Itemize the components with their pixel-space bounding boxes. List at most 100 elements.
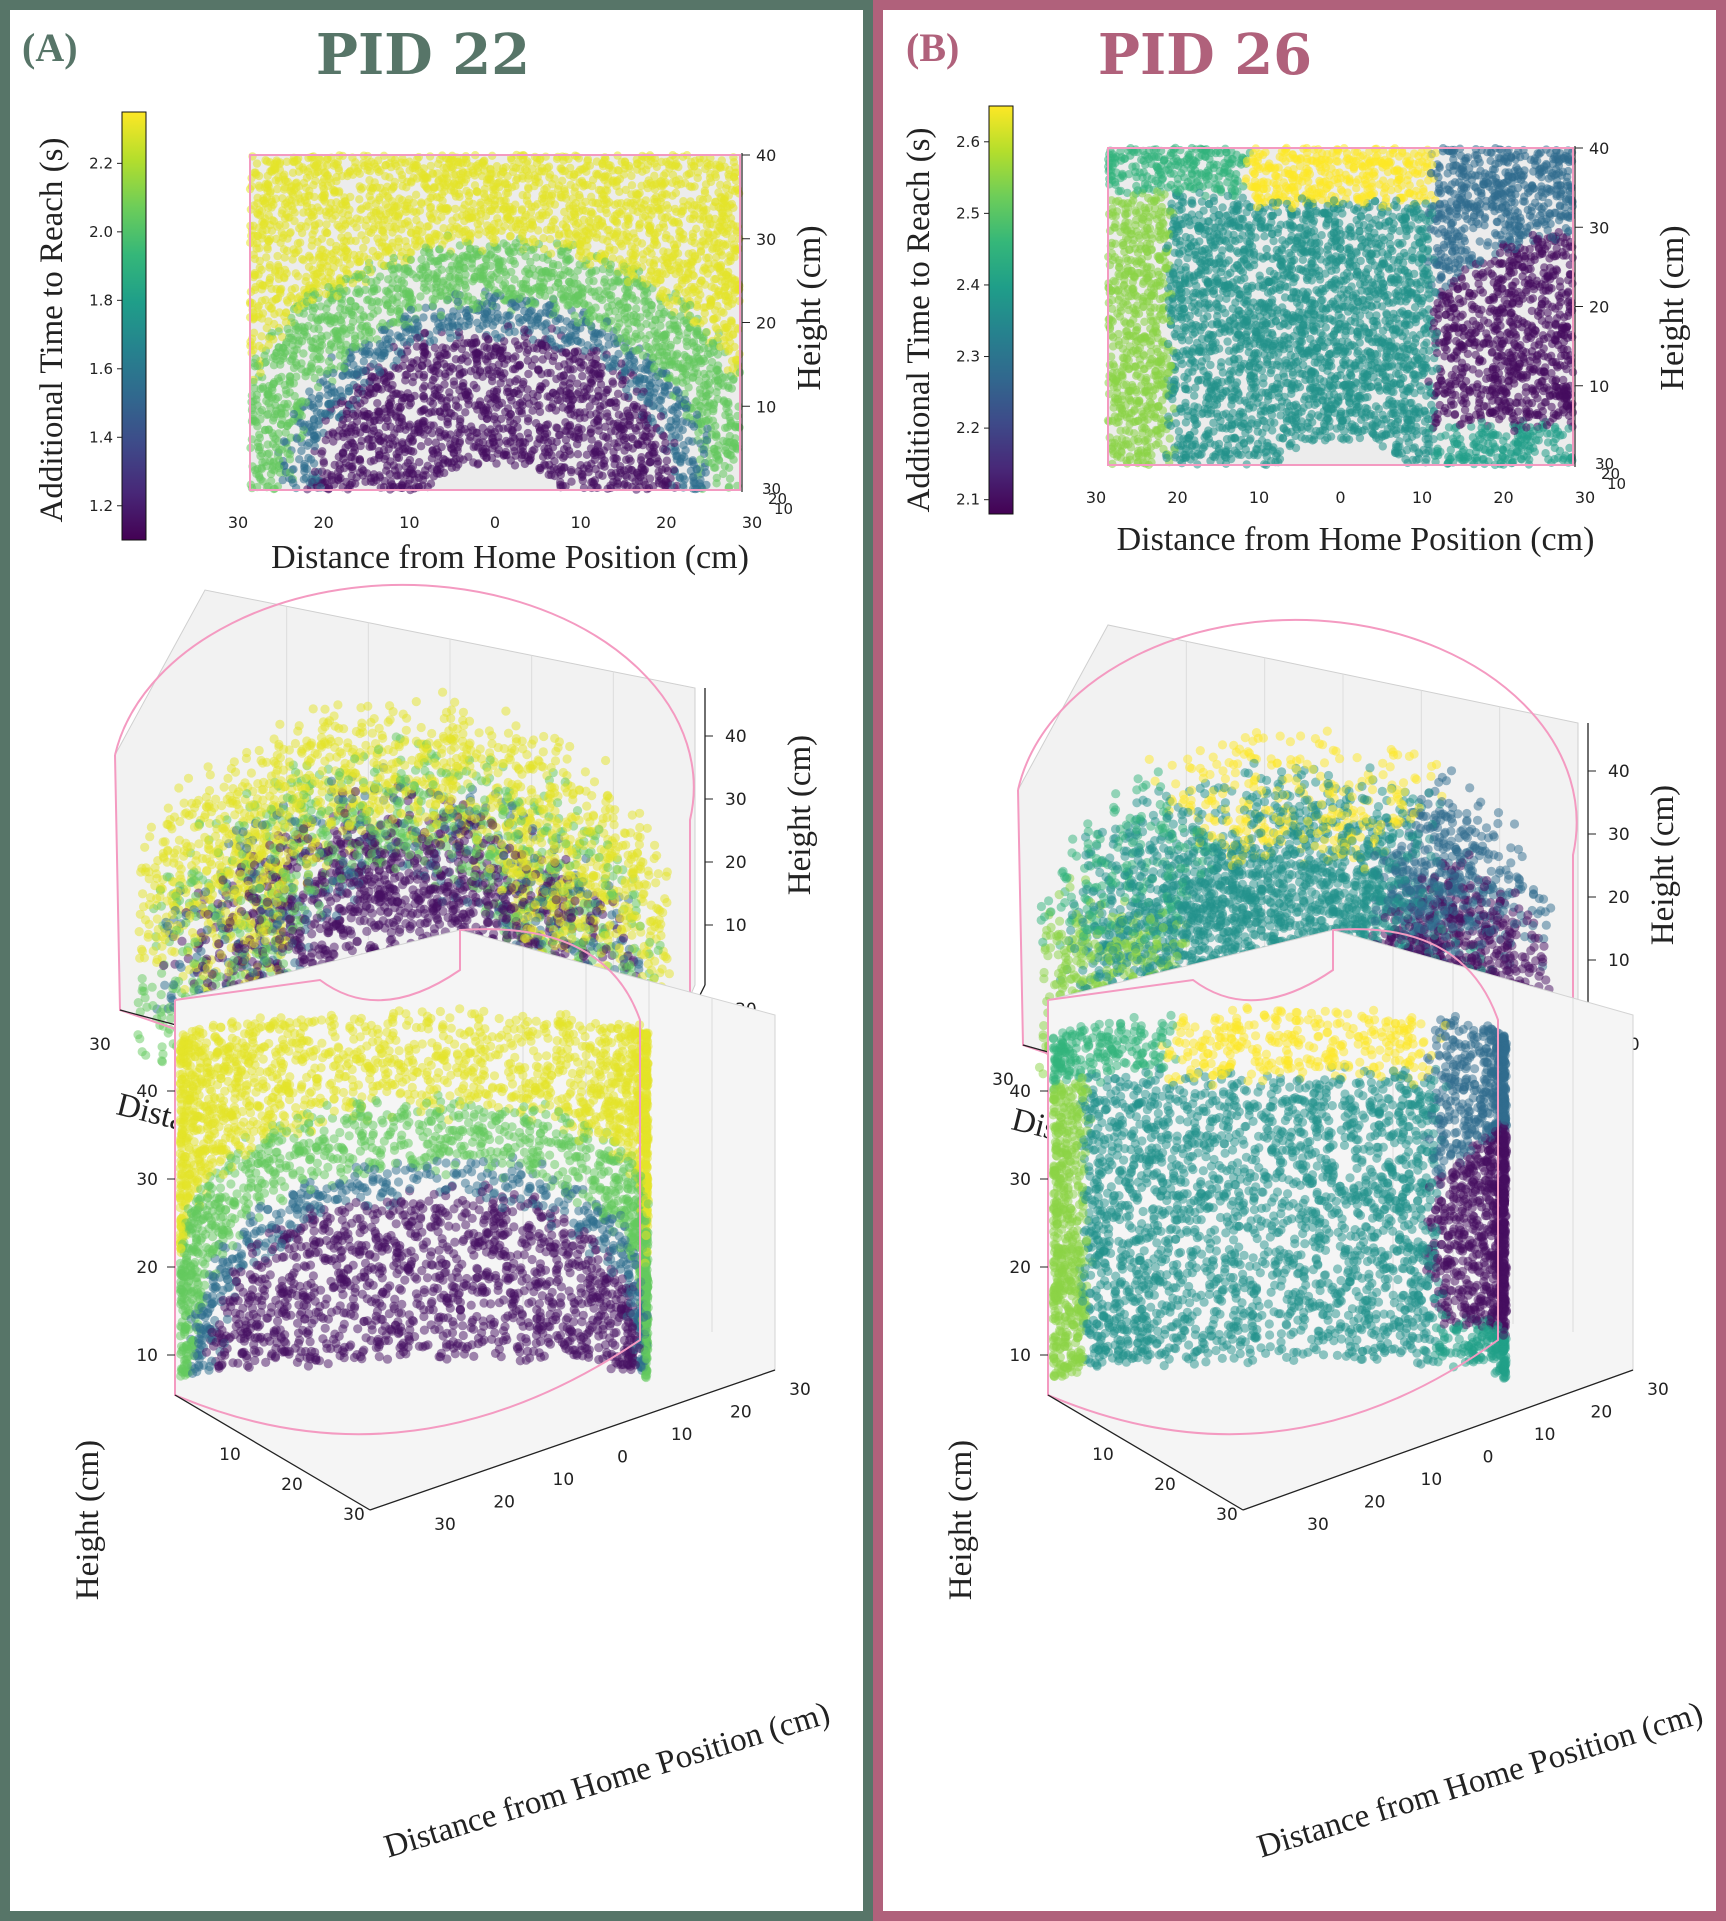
scatter-point: [512, 176, 520, 184]
scatter-point: [390, 201, 398, 209]
scatter-point: [422, 182, 430, 190]
scatter-point: [626, 457, 634, 465]
scatter-point: [368, 373, 376, 381]
scatter-point: [587, 193, 595, 201]
scatter-point: [359, 390, 367, 398]
scatter-point: [574, 232, 582, 240]
scatter-point: [450, 381, 458, 389]
scatter-point: [474, 220, 482, 228]
scatter-point: [511, 352, 519, 360]
scatter-point: [255, 302, 263, 310]
scatter-point: [539, 254, 547, 262]
scatter-point: [413, 334, 421, 342]
scatter-point: [437, 311, 445, 319]
scatter-point: [729, 204, 737, 212]
scatter-point: [382, 200, 390, 208]
scatter-point: [506, 215, 514, 223]
scatter-point: [657, 475, 665, 483]
scatter-point: [370, 427, 378, 435]
scatter-point: [461, 388, 469, 396]
scatter-point: [426, 211, 434, 219]
scatter-point: [538, 322, 546, 330]
scatter-point: [706, 161, 714, 169]
scatter-point: [344, 232, 352, 240]
scatter-point: [376, 272, 384, 280]
scatter-point: [300, 462, 308, 470]
scatter-point: [564, 155, 572, 163]
scatter-point: [549, 400, 557, 408]
scatter-point: [487, 281, 495, 289]
scatter-point: [620, 393, 628, 401]
scatter-point: [670, 439, 678, 447]
scatter-point: [491, 196, 499, 204]
scatter-point: [351, 339, 359, 347]
scatter-point: [633, 319, 641, 327]
scatter-point: [337, 288, 345, 296]
scatter-point: [375, 408, 383, 416]
scatter-point: [408, 295, 416, 303]
scatter-point: [364, 152, 372, 160]
scatter-point: [499, 264, 507, 272]
scatter-point: [542, 342, 550, 350]
scatter-point: [689, 215, 697, 223]
scatter-point: [482, 262, 490, 270]
scatter-point: [626, 421, 634, 429]
scatter-point: [369, 360, 377, 368]
scatter-point: [288, 475, 296, 483]
scatter-point: [436, 245, 444, 253]
scatter-point: [272, 176, 280, 184]
scatter-point: [473, 304, 481, 312]
scatter-point: [355, 195, 363, 203]
scatter-point: [321, 409, 329, 417]
scatter-point: [355, 289, 363, 297]
scatter-point: [253, 199, 261, 207]
scatter-point: [609, 379, 617, 387]
scatter-point: [662, 464, 670, 472]
scatter-point: [307, 337, 315, 345]
scatter-point: [373, 399, 381, 407]
scatter-point: [546, 369, 554, 377]
scatter-point: [634, 346, 642, 354]
scatter-point: [601, 257, 609, 265]
scatter-point: [670, 466, 678, 474]
scatter-point: [726, 475, 734, 483]
scatter-point: [319, 196, 327, 204]
scatter-point: [349, 311, 357, 319]
scatter-point: [700, 316, 708, 324]
scatter-point: [386, 371, 394, 379]
scatter-point: [490, 438, 498, 446]
scatter-point: [580, 414, 588, 422]
scatter-point: [721, 462, 729, 470]
scatter-point: [590, 360, 598, 368]
scatter-point: [253, 159, 261, 167]
scatter-point: [389, 391, 397, 399]
scatter-point: [662, 231, 670, 239]
scatter-point: [650, 172, 658, 180]
scatter-point: [314, 383, 322, 391]
scatter-point: [567, 478, 575, 486]
scatter-point: [692, 348, 700, 356]
scatter-point: [611, 340, 619, 348]
scatter-point: [682, 338, 690, 346]
scatter-point: [671, 218, 679, 226]
scatter-point: [455, 193, 463, 201]
scatter-point: [672, 291, 680, 299]
scatter-point: [419, 392, 427, 400]
scatter-point: [603, 409, 611, 417]
scatter-point: [337, 299, 345, 307]
scatter-point: [715, 264, 723, 272]
scatter-point: [299, 349, 307, 357]
scatter-point: [613, 210, 621, 218]
scatter-point: [555, 362, 563, 370]
scatter-point: [456, 417, 464, 425]
scatter-point: [623, 198, 631, 206]
scatter-point: [311, 468, 319, 476]
scatter-point: [559, 482, 567, 490]
scatter-point: [274, 429, 282, 437]
scatter-point: [583, 242, 591, 250]
scatter-point: [392, 162, 400, 170]
scatter-point: [586, 162, 594, 170]
scatter-point: [409, 378, 417, 386]
scatter-point: [527, 287, 535, 295]
scatter-point: [255, 342, 263, 350]
